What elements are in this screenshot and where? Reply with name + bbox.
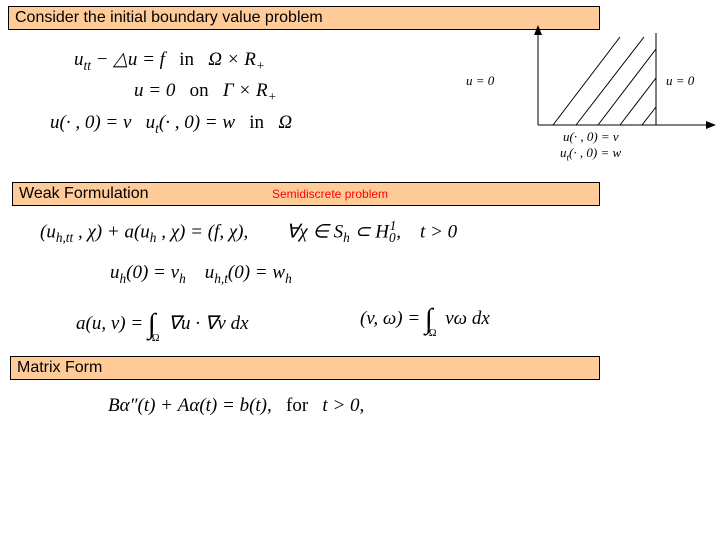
diagram-label-right: u = 0	[666, 73, 694, 89]
eq-ibvp-3: u(· , 0) = v ut(· , 0) = w in Ω	[50, 112, 292, 137]
diagram-label-b2: ut(· , 0) = w	[560, 145, 621, 163]
eq-matrix-1: Bα″(t) + Aα(t) = b(t), for t > 0,	[108, 395, 364, 417]
heading-matrix: Matrix Form	[10, 356, 600, 380]
eq-ibvp-1: utt − △u = f in Ω × R+	[74, 48, 265, 74]
domain-diagram: u = 0 u = 0 u(· , 0) = v ut(· , 0) = w	[498, 25, 720, 165]
eq-weak-1: (uh,tt , χ) + a(uh , χ) = (f, χ), ∀χ ∈ S…	[40, 218, 457, 246]
eq-weak-3b: (v, ω) = ∫Ω vω dx	[360, 300, 490, 332]
semidiscrete-label: Semidiscrete problem	[272, 187, 388, 201]
diagram-label-left: u = 0	[466, 73, 494, 89]
eq-weak-3a: a(u, v) = ∫Ω ∇u · ∇v dx	[76, 305, 249, 337]
diagram-label-b1: u(· , 0) = v	[563, 129, 619, 145]
eq-ibvp-2: u = 0 on Γ × R+	[134, 80, 277, 105]
eq-weak-2: uh(0) = vh uh,t(0) = wh	[110, 262, 292, 287]
